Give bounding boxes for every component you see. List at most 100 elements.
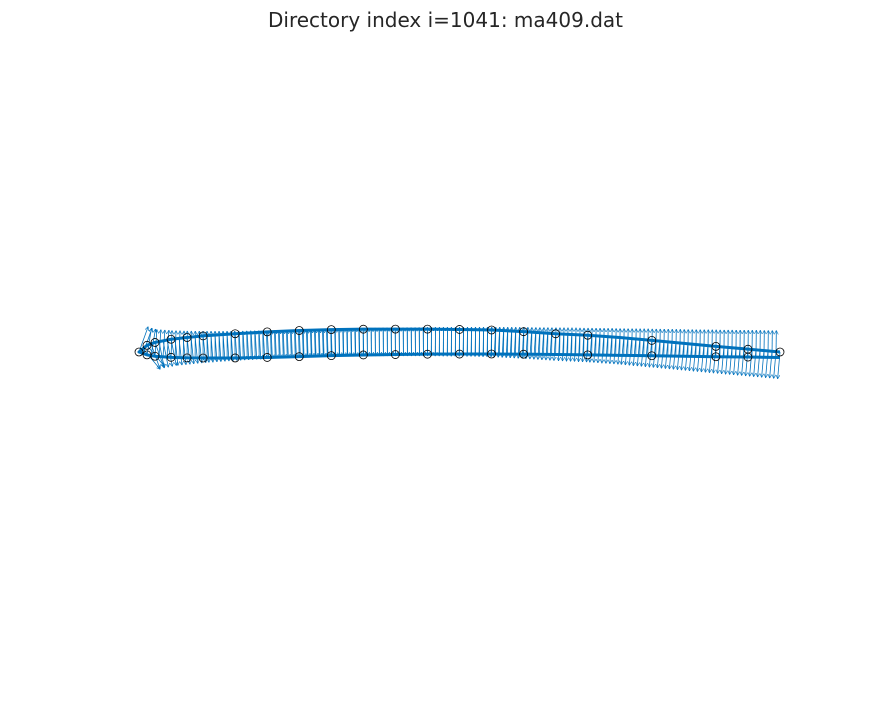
normal-arrow bbox=[649, 340, 653, 367]
normal-arrow bbox=[275, 330, 276, 358]
normal-arrow bbox=[287, 330, 288, 357]
panel-node-marker bbox=[423, 324, 432, 334]
normal-arrow bbox=[267, 331, 269, 359]
panel-node-marker bbox=[230, 329, 240, 339]
normal-arrow bbox=[633, 338, 637, 366]
normal-arrow bbox=[762, 350, 765, 378]
panel-node-marker bbox=[487, 349, 496, 359]
normal-arrow bbox=[291, 330, 292, 357]
normal-arrow bbox=[306, 329, 307, 357]
normal-arrow bbox=[629, 338, 633, 366]
normal-arrow bbox=[302, 330, 303, 357]
panel-node-marker bbox=[711, 341, 721, 351]
normal-arrow bbox=[598, 336, 601, 363]
panel-node-marker bbox=[150, 338, 160, 347]
panel-node-marker bbox=[294, 326, 304, 335]
normal-arrow bbox=[322, 329, 323, 356]
normal-arrow bbox=[318, 329, 319, 357]
normal-arrow bbox=[235, 333, 237, 361]
normal-arrow bbox=[311, 330, 312, 357]
normal-arrow bbox=[255, 332, 257, 360]
normal-arrow bbox=[709, 345, 713, 373]
normal-arrow bbox=[331, 329, 332, 357]
normal-arrow bbox=[750, 349, 753, 377]
normal-arrow bbox=[718, 346, 721, 374]
normal-arrow bbox=[697, 344, 701, 372]
normal-arrow bbox=[331, 329, 332, 356]
normal-arrow bbox=[587, 335, 588, 362]
normal-arrow bbox=[343, 328, 344, 356]
normal-arrow bbox=[163, 330, 165, 357]
panel-node-marker bbox=[647, 351, 657, 361]
normal-arrow bbox=[307, 330, 308, 357]
normal-arrow bbox=[243, 333, 245, 360]
normal-arrow bbox=[275, 331, 276, 359]
normal-arrow bbox=[259, 332, 261, 359]
panel-node-marker bbox=[390, 324, 400, 334]
normal-arrow bbox=[283, 330, 284, 358]
normal-arrow bbox=[355, 328, 356, 356]
normal-arrow bbox=[323, 329, 324, 357]
panel-node-marker bbox=[390, 350, 400, 359]
normal-arrow bbox=[175, 330, 176, 358]
normal-arrow bbox=[279, 331, 280, 358]
normal-arrow bbox=[142, 348, 160, 370]
normal-arrow bbox=[754, 349, 757, 377]
normal-arrow bbox=[295, 330, 296, 357]
normal-arrow bbox=[610, 336, 613, 364]
panel-node-marker bbox=[230, 353, 240, 363]
panel-node-marker bbox=[262, 327, 272, 337]
normal-arrow bbox=[339, 328, 340, 356]
normal-arrow bbox=[602, 336, 605, 363]
panel-node-marker bbox=[182, 353, 192, 363]
normal-arrow bbox=[742, 348, 745, 376]
normal-arrow bbox=[554, 333, 556, 361]
normal-arrow bbox=[701, 345, 705, 372]
normal-arrow bbox=[641, 339, 645, 367]
normal-arrow bbox=[279, 330, 280, 358]
panel-node-marker bbox=[262, 353, 272, 362]
panel-node-marker bbox=[198, 331, 208, 341]
normal-arrow bbox=[267, 330, 268, 358]
panel-node-marker bbox=[326, 351, 336, 361]
normal-arrow bbox=[738, 348, 741, 375]
normal-arrow bbox=[247, 333, 249, 360]
panel-node-marker bbox=[519, 327, 528, 337]
panel-node-marker bbox=[487, 325, 496, 335]
normal-arrow bbox=[295, 330, 296, 358]
panel-node-marker bbox=[455, 325, 464, 334]
normal-arrow bbox=[746, 349, 749, 376]
normal-arrow bbox=[159, 330, 161, 357]
airfoil-line bbox=[137, 327, 781, 360]
panel-node-marker bbox=[583, 330, 593, 340]
normal-arrow bbox=[326, 329, 327, 356]
normal-arrow bbox=[734, 348, 737, 375]
panel-node-marker bbox=[166, 334, 176, 344]
normal-arrow bbox=[594, 335, 597, 363]
panel-node-marker bbox=[166, 352, 176, 362]
normal-arrow bbox=[138, 327, 148, 353]
normal-arrow bbox=[283, 331, 284, 358]
normal-arrow bbox=[653, 340, 657, 368]
normal-arrow bbox=[287, 331, 288, 358]
normal-arrow bbox=[167, 330, 169, 358]
panel-node-markers bbox=[134, 324, 785, 363]
normal-arrow bbox=[171, 330, 172, 358]
normal-arrow bbox=[606, 336, 609, 364]
panel-node-marker bbox=[423, 349, 432, 359]
normal-arrow bbox=[645, 339, 649, 367]
panel-node-marker bbox=[134, 347, 144, 357]
panel-node-marker bbox=[551, 329, 561, 339]
normal-arrow bbox=[251, 332, 253, 360]
normal-arrow bbox=[614, 337, 617, 364]
panel-node-marker bbox=[326, 325, 336, 335]
panel-node-marker bbox=[583, 350, 593, 360]
panel-node-marker bbox=[711, 352, 721, 362]
normal-arrow bbox=[726, 347, 729, 374]
normal-arrow bbox=[637, 339, 641, 366]
normal-arrow bbox=[291, 330, 292, 358]
normal-arrow bbox=[351, 328, 352, 356]
airfoil-outline bbox=[137, 327, 781, 360]
normal-arrow bbox=[239, 333, 241, 361]
